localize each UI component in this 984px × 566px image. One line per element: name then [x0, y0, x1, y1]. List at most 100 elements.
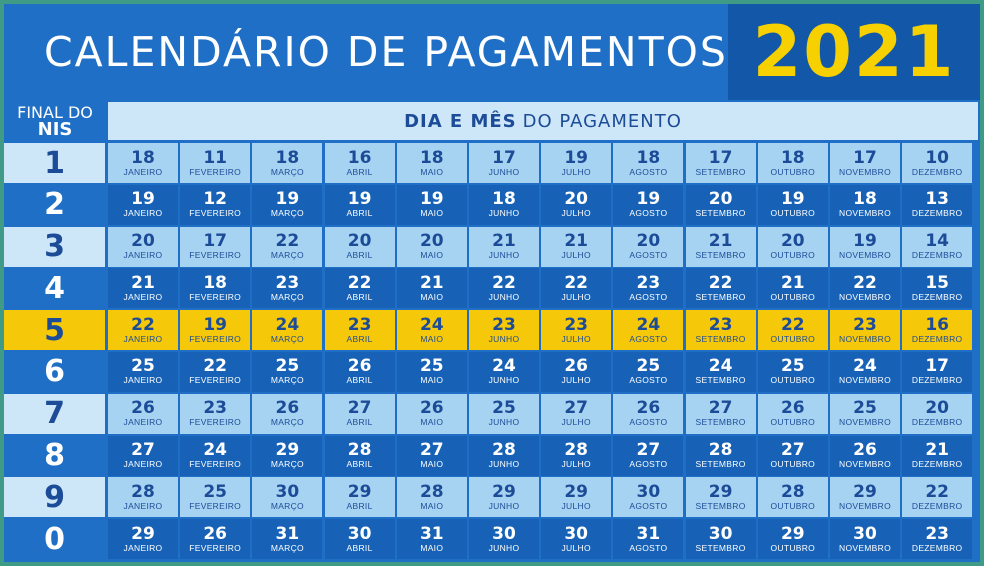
- day-number: 29: [853, 481, 877, 502]
- day-number: 23: [275, 272, 300, 293]
- day-number: 16: [347, 147, 372, 168]
- day-number: 25: [780, 356, 805, 377]
- month-name: DEZEMBRO: [911, 291, 963, 302]
- payment-date-header-bold: DIA E MÊS: [404, 110, 517, 132]
- month-name: JUNHO: [488, 375, 520, 386]
- day-number: 31: [419, 523, 444, 544]
- date-cell: 28 ABRIL: [324, 435, 395, 476]
- month-name: MARÇO: [270, 291, 304, 302]
- day-number: 17: [203, 231, 228, 252]
- date-cell: 28 JUNHO: [469, 435, 539, 476]
- date-cell: 24 FEVEREIRO: [180, 435, 251, 476]
- date-cell: 22 MARÇO: [252, 226, 323, 267]
- day-number: 31: [275, 523, 300, 544]
- month-name: JUNHO: [488, 459, 520, 470]
- month-name: MARÇO: [270, 542, 304, 553]
- date-cell: 31 MAIO: [396, 519, 467, 560]
- month-name: SETEMBRO: [695, 208, 746, 219]
- payment-date-header-rest: DO PAGAMENTO: [522, 110, 682, 132]
- day-number: 28: [564, 440, 589, 461]
- day-number: 18: [780, 147, 805, 168]
- day-number: 13: [925, 189, 950, 210]
- date-cell: 24 AGOSTO: [613, 310, 684, 351]
- month-name: JANEIRO: [123, 459, 163, 470]
- day-number: 22: [925, 481, 950, 502]
- month-name: MAIO: [420, 542, 444, 553]
- day-number: 17: [708, 147, 733, 168]
- month-name: FEVEREIRO: [189, 500, 242, 511]
- day-number: 20: [564, 189, 589, 210]
- month-name: OUTUBRO: [770, 291, 816, 302]
- day-number: 26: [131, 398, 155, 419]
- date-cell: 29 JULHO: [541, 477, 612, 518]
- day-number: 22: [203, 356, 228, 377]
- day-number: 22: [275, 231, 300, 252]
- month-name: MARÇO: [270, 500, 304, 511]
- day-number: 25: [419, 356, 444, 377]
- date-cell: 29 NOVEMBRO: [830, 477, 900, 518]
- month-name: FEVEREIRO: [189, 459, 242, 470]
- day-number: 30: [564, 523, 589, 544]
- day-number: 27: [131, 440, 155, 461]
- month-name: DEZEMBRO: [911, 375, 963, 386]
- nis-header-line2: NIS: [37, 119, 73, 140]
- month-name: JUNHO: [488, 250, 520, 261]
- date-cell: 27 JANEIRO: [108, 435, 178, 476]
- month-name: OUTUBRO: [770, 542, 816, 553]
- date-cell: 31 AGOSTO: [613, 519, 684, 560]
- month-name: MARÇO: [270, 375, 304, 386]
- date-cell: 23 SETEMBRO: [685, 310, 756, 351]
- day-number: 12: [203, 189, 228, 210]
- day-number: 22: [780, 314, 805, 335]
- day-number: 18: [492, 189, 516, 210]
- month-name: AGOSTO: [629, 500, 668, 511]
- day-number: 18: [853, 189, 877, 210]
- nis-digit: 8: [4, 435, 105, 476]
- date-cell: 27 SETEMBRO: [685, 393, 756, 434]
- month-name: JANEIRO: [123, 417, 163, 428]
- day-number: 11: [203, 147, 228, 168]
- month-name: MARÇO: [270, 250, 304, 261]
- day-number: 26: [780, 398, 805, 419]
- date-cell: 30 JULHO: [541, 519, 612, 560]
- day-number: 30: [275, 481, 300, 502]
- day-number: 18: [131, 147, 155, 168]
- month-name: NOVEMBRO: [839, 208, 891, 219]
- month-name: NOVEMBRO: [839, 542, 891, 553]
- day-number: 23: [492, 314, 516, 335]
- day-number: 29: [347, 481, 372, 502]
- date-cell: 21 MAIO: [396, 268, 467, 309]
- month-name: NOVEMBRO: [839, 375, 891, 386]
- month-name: JULHO: [561, 208, 591, 219]
- date-cell: 20 OUTUBRO: [757, 226, 828, 267]
- day-number: 25: [636, 356, 661, 377]
- month-name: JANEIRO: [123, 500, 163, 511]
- month-name: JANEIRO: [123, 333, 163, 344]
- month-name: AGOSTO: [629, 166, 668, 177]
- day-number: 19: [780, 189, 805, 210]
- month-name: AGOSTO: [629, 291, 668, 302]
- month-name: OUTUBRO: [770, 208, 816, 219]
- month-name: ABRIL: [346, 417, 373, 428]
- month-name: JUNHO: [488, 166, 520, 177]
- month-name: JULHO: [561, 459, 591, 470]
- date-cell: 11 FEVEREIRO: [180, 143, 251, 183]
- day-number: 15: [925, 272, 950, 293]
- day-number: 27: [564, 398, 589, 419]
- date-cell: 26 JULHO: [541, 351, 612, 392]
- nis-digit: 4: [4, 268, 105, 309]
- month-name: AGOSTO: [629, 250, 668, 261]
- date-cell: 20 SETEMBRO: [685, 184, 756, 225]
- day-number: 26: [853, 440, 877, 461]
- date-cell: 27 MAIO: [396, 435, 467, 476]
- date-cell: 17 DEZEMBRO: [902, 351, 973, 392]
- date-cell: 27 ABRIL: [324, 393, 395, 434]
- day-number: 19: [853, 231, 877, 252]
- date-cell: 20 MAIO: [396, 226, 467, 267]
- month-name: SETEMBRO: [695, 459, 746, 470]
- date-cell: 24 MARÇO: [252, 310, 323, 351]
- day-number: 20: [925, 398, 950, 419]
- date-cell: 22 NOVEMBRO: [830, 268, 900, 309]
- day-number: 29: [131, 523, 155, 544]
- date-cell: 29 JUNHO: [469, 477, 539, 518]
